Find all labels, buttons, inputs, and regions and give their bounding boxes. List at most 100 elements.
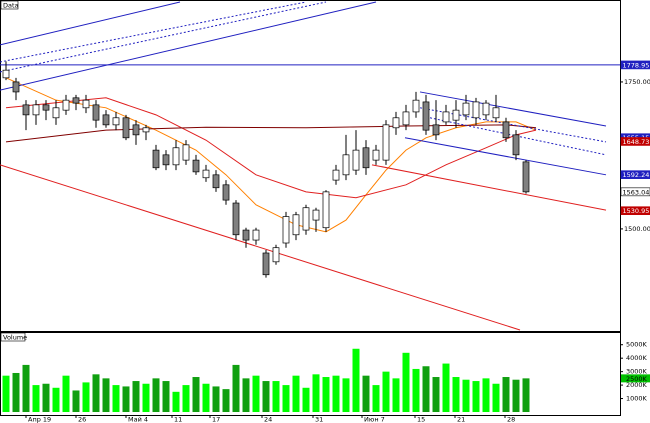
volume-bar xyxy=(282,385,290,412)
volume-bar xyxy=(122,386,130,412)
candle-body xyxy=(172,147,180,166)
candle-body xyxy=(502,121,510,139)
x-tick-label: 11 xyxy=(174,416,182,423)
candle-body xyxy=(182,144,190,161)
candle-body xyxy=(332,169,340,181)
volume-title-box xyxy=(0,332,26,342)
candle-body xyxy=(522,161,530,193)
price-tag-label: 1530.95 xyxy=(623,207,650,215)
price-tag xyxy=(620,206,650,216)
candle-body xyxy=(222,184,230,201)
volume-bar xyxy=(382,371,390,412)
price-tag xyxy=(620,137,650,146)
candle-body xyxy=(462,102,470,116)
indicator-line xyxy=(5,77,537,233)
volume-bar xyxy=(192,377,200,412)
volume-bar xyxy=(352,348,360,412)
candle-body xyxy=(422,101,430,131)
volume-tick-label: 2000K xyxy=(626,381,648,389)
volume-bar xyxy=(42,383,50,412)
volume-bar xyxy=(202,383,210,412)
volume-bar xyxy=(52,387,60,412)
volume-bar xyxy=(312,374,320,412)
volume-bar xyxy=(462,379,470,412)
volume-tag xyxy=(621,374,650,383)
volume-bar xyxy=(82,382,90,412)
axes: 1750.00 1500.00 Апр 19 26 Май 4 11 17 24 31 Июн 7… xyxy=(25,60,650,423)
indicator-line xyxy=(371,164,607,211)
volume-bar xyxy=(342,378,350,412)
candle-body xyxy=(152,149,160,169)
volume-bar xyxy=(172,391,180,412)
volume-bar xyxy=(482,378,490,412)
volume-plot xyxy=(2,348,530,412)
candle-body xyxy=(52,107,60,119)
volume-bar xyxy=(292,375,300,412)
volume-bar xyxy=(162,381,170,412)
volume-bar xyxy=(452,377,460,412)
volume-bar xyxy=(22,364,30,412)
x-tick-label: Апр 19 xyxy=(28,416,51,423)
candle-body xyxy=(382,124,390,161)
volume-bar xyxy=(442,363,450,412)
x-tick-label: Июн 7 xyxy=(364,416,385,423)
volume-bar xyxy=(152,378,160,412)
candle-body xyxy=(392,117,400,129)
candle-body xyxy=(302,207,310,231)
price-tag-label: 1563.04 xyxy=(623,188,650,196)
volume-tick-label: 1000K xyxy=(626,395,648,403)
candle-body xyxy=(472,101,480,119)
volume-bar xyxy=(302,387,310,412)
candle-body xyxy=(492,107,500,119)
x-tick-label: 24 xyxy=(264,416,272,423)
volume-bar xyxy=(242,378,250,412)
volume-bar xyxy=(262,381,270,412)
volume-bar xyxy=(372,385,380,412)
title-box xyxy=(0,0,19,10)
volume-bar xyxy=(472,381,480,412)
indicator-line xyxy=(5,97,537,199)
candle-body xyxy=(352,149,360,171)
candle-body xyxy=(412,99,420,113)
candle-body xyxy=(362,147,370,169)
volume-tick-label: 5000K xyxy=(626,341,648,349)
x-tick-label: 21 xyxy=(457,416,465,423)
candle-body xyxy=(292,214,300,236)
candle-body xyxy=(452,109,460,121)
candle-body xyxy=(62,99,70,111)
indicator-line xyxy=(419,107,607,143)
volume-title: Volume xyxy=(3,334,27,342)
candle-body xyxy=(272,247,280,263)
volume-bar xyxy=(182,385,190,412)
price-pane xyxy=(0,0,621,332)
volume-bar xyxy=(232,364,240,412)
y-tick-label: 1500.00 xyxy=(624,225,650,233)
candle-body xyxy=(322,191,330,229)
volume-bar xyxy=(2,375,10,412)
price-tag xyxy=(620,187,650,197)
volume-bar xyxy=(272,381,280,412)
indicator-line xyxy=(404,137,607,176)
candle-body xyxy=(72,97,80,104)
price-tag xyxy=(620,170,650,179)
candle-body xyxy=(92,104,100,121)
y-tick-label: 1750.00 xyxy=(624,78,650,86)
candle-body xyxy=(512,134,520,156)
candle-body xyxy=(2,69,10,79)
volume-bar xyxy=(252,375,260,412)
volume-bar xyxy=(32,385,40,412)
candle-body xyxy=(22,104,30,116)
candle-body xyxy=(12,81,20,93)
candle-body xyxy=(82,99,90,109)
indicator-line xyxy=(0,164,521,331)
candle-body xyxy=(232,202,240,236)
x-tick-label: 28 xyxy=(507,416,515,423)
price-tag-label: 1648.73 xyxy=(623,138,650,146)
candle-body xyxy=(202,169,210,179)
candle-body xyxy=(142,127,150,133)
chart-title: Data xyxy=(3,2,19,10)
volume-bar xyxy=(212,386,220,412)
x-tick-label: 26 xyxy=(78,416,86,423)
indicator-line xyxy=(0,1,327,73)
